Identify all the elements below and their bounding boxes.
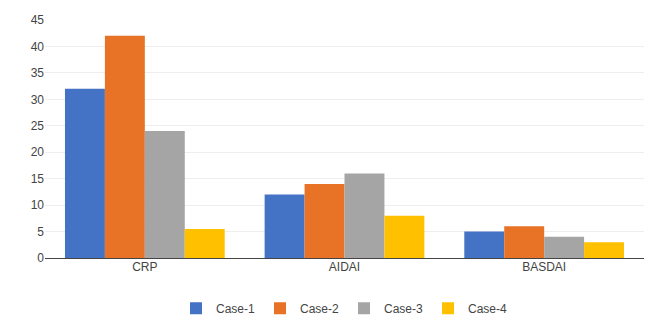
svg-text:10: 10	[31, 198, 45, 212]
svg-text:40: 40	[31, 40, 45, 54]
svg-text:5: 5	[37, 225, 44, 239]
svg-text:45: 45	[31, 13, 45, 27]
svg-text:0: 0	[37, 251, 44, 265]
svg-text:Case-2: Case-2	[300, 302, 339, 316]
svg-text:Case-1: Case-1	[216, 302, 255, 316]
svg-text:35: 35	[31, 66, 45, 80]
svg-text:20: 20	[31, 145, 45, 159]
svg-text:Case-3: Case-3	[384, 302, 423, 316]
svg-text:CRP: CRP	[132, 260, 157, 274]
svg-text:AIDAI: AIDAI	[329, 260, 360, 274]
svg-text:30: 30	[31, 93, 45, 107]
svg-text:BASDAI: BASDAI	[522, 260, 566, 274]
svg-text:25: 25	[31, 119, 45, 133]
svg-text:15: 15	[31, 172, 45, 186]
svg-text:Case-4: Case-4	[468, 302, 507, 316]
